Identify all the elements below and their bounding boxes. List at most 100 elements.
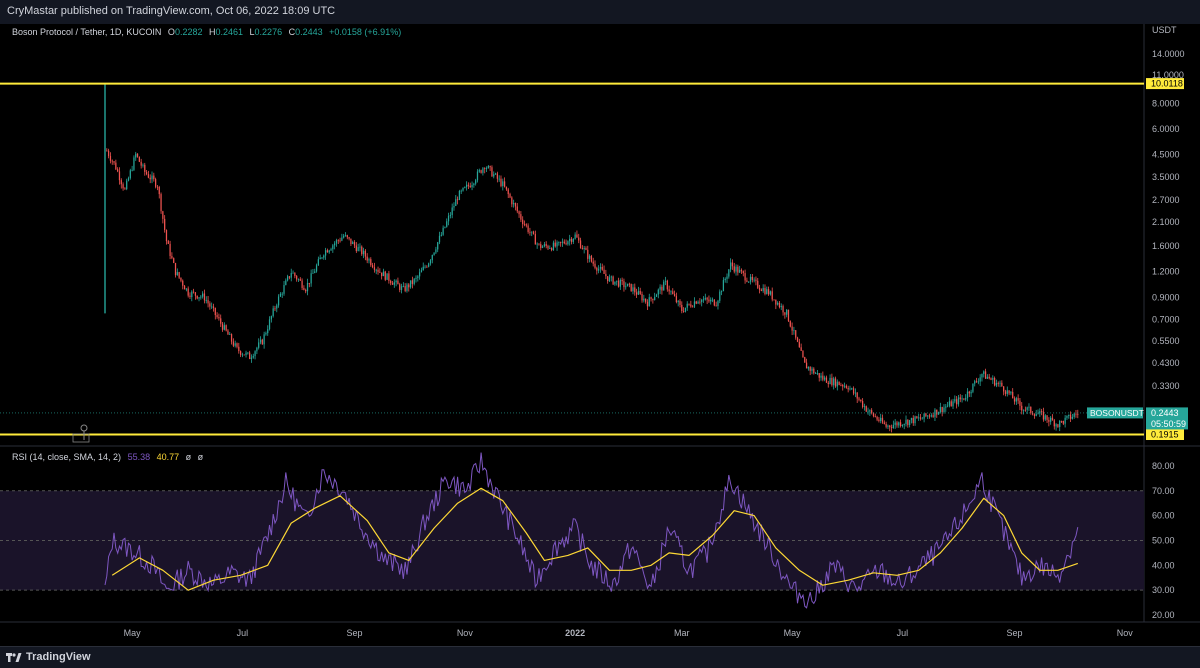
candle bbox=[581, 248, 583, 250]
candle bbox=[804, 357, 806, 363]
candle bbox=[418, 272, 421, 277]
candle bbox=[984, 371, 987, 379]
candle bbox=[824, 377, 826, 380]
candle bbox=[1060, 420, 1063, 422]
candle bbox=[661, 286, 663, 291]
candle bbox=[484, 168, 486, 170]
rsi-ma-value: 40.77 bbox=[156, 452, 180, 462]
candle bbox=[315, 265, 318, 272]
price-tick: 3.5000 bbox=[1152, 172, 1180, 182]
candle bbox=[277, 296, 280, 306]
candle bbox=[934, 409, 936, 417]
candle bbox=[701, 299, 703, 303]
candle bbox=[164, 218, 166, 230]
candle bbox=[249, 352, 251, 360]
candle bbox=[923, 413, 925, 419]
candle bbox=[773, 299, 775, 301]
candle bbox=[983, 371, 985, 374]
candle bbox=[927, 415, 929, 417]
candle bbox=[782, 306, 784, 313]
candle bbox=[151, 175, 153, 180]
candle bbox=[894, 422, 896, 425]
candle bbox=[467, 184, 470, 186]
candle bbox=[876, 416, 878, 420]
candle bbox=[863, 406, 866, 408]
time-tick: May bbox=[784, 628, 802, 638]
time-tick: Jul bbox=[237, 628, 249, 638]
candle bbox=[587, 249, 589, 259]
candle bbox=[988, 376, 990, 379]
rsi-tick: 40.00 bbox=[1152, 560, 1175, 570]
candle bbox=[133, 157, 135, 170]
candle bbox=[963, 398, 965, 400]
candle bbox=[453, 206, 455, 208]
candle bbox=[408, 284, 410, 288]
candle bbox=[871, 410, 873, 413]
candle bbox=[805, 362, 808, 369]
candle bbox=[567, 241, 569, 245]
candle bbox=[948, 401, 951, 406]
candle bbox=[954, 399, 956, 402]
candle bbox=[1024, 409, 1026, 411]
candle bbox=[858, 398, 860, 400]
candle bbox=[516, 206, 518, 212]
time-tick: 2022 bbox=[565, 628, 585, 638]
candle bbox=[1077, 413, 1079, 415]
resistance-value: 10.0118 bbox=[1151, 79, 1183, 89]
rsi-extra-2: ø bbox=[197, 452, 204, 462]
candle bbox=[999, 382, 1001, 384]
candle bbox=[576, 234, 578, 238]
last-price-value: 0.2443 bbox=[1151, 408, 1179, 418]
candle bbox=[1048, 419, 1050, 422]
candle bbox=[312, 272, 314, 274]
candle bbox=[809, 366, 811, 371]
flag-marker-icon[interactable] bbox=[72, 424, 90, 443]
candle bbox=[995, 382, 998, 386]
candle bbox=[1059, 420, 1061, 427]
candle bbox=[359, 246, 361, 248]
candle bbox=[753, 279, 755, 281]
candle bbox=[1062, 420, 1064, 424]
candle bbox=[682, 311, 685, 312]
candle bbox=[334, 243, 336, 246]
candle bbox=[605, 273, 607, 277]
candle bbox=[1008, 390, 1010, 394]
candle bbox=[643, 298, 645, 301]
candle bbox=[189, 295, 191, 298]
candle bbox=[1010, 391, 1012, 394]
candle bbox=[616, 280, 618, 282]
candle bbox=[317, 259, 319, 266]
candle bbox=[382, 271, 385, 277]
candle bbox=[720, 291, 723, 292]
candle bbox=[534, 234, 536, 245]
candle bbox=[856, 392, 858, 399]
candle bbox=[357, 247, 359, 252]
candle bbox=[849, 388, 851, 390]
tradingview-logo-icon[interactable] bbox=[6, 651, 22, 663]
candle bbox=[836, 381, 838, 387]
candle bbox=[500, 178, 502, 187]
candle bbox=[829, 377, 831, 385]
candle bbox=[192, 291, 195, 293]
open-label: O bbox=[167, 27, 175, 37]
candle bbox=[854, 392, 857, 394]
candle bbox=[639, 291, 641, 295]
candle bbox=[243, 354, 245, 356]
candle bbox=[156, 186, 159, 188]
candle bbox=[945, 406, 947, 408]
candle bbox=[675, 296, 678, 303]
candle bbox=[540, 244, 542, 248]
candle bbox=[901, 424, 904, 427]
candle bbox=[807, 366, 810, 369]
candle bbox=[165, 229, 168, 242]
candle bbox=[115, 162, 117, 170]
candle bbox=[654, 296, 656, 300]
candle bbox=[250, 357, 253, 360]
candle bbox=[619, 279, 621, 287]
candle bbox=[585, 248, 587, 250]
candle bbox=[751, 276, 753, 280]
candle bbox=[993, 377, 996, 386]
candle bbox=[710, 299, 712, 302]
candle bbox=[679, 300, 681, 305]
